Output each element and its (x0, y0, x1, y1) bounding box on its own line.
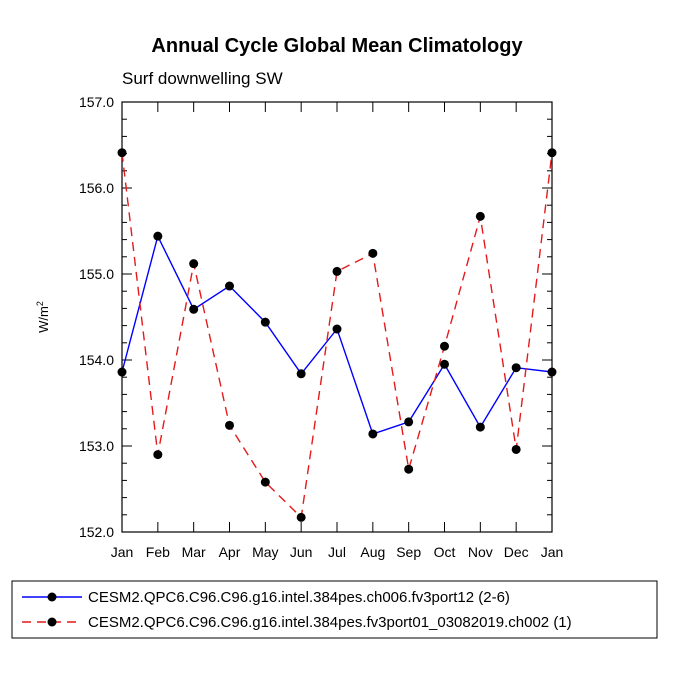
x-tick-label: Oct (434, 544, 456, 560)
x-tick-label: Jul (328, 544, 346, 560)
data-point (547, 367, 557, 377)
legend-label-2: CESM2.QPC6.C96.C96.g16.intel.384pes.fv3p… (88, 614, 572, 631)
x-tick-label: Feb (146, 544, 170, 560)
x-tick-label: Mar (182, 544, 206, 560)
data-point (260, 477, 270, 487)
x-tick-label: May (252, 544, 278, 560)
chart-subtitle: Surf downwelling SW (122, 69, 283, 88)
y-axis-label-base: W/m (36, 306, 51, 333)
data-point (225, 281, 234, 291)
legend-label-1: CESM2.QPC6.C96.C96.g16.intel.384pes.ch00… (88, 589, 510, 606)
data-point (368, 248, 378, 258)
data-point (475, 422, 485, 432)
data-point (117, 367, 127, 377)
data-point (225, 420, 234, 430)
x-tick-label: Apr (219, 544, 241, 560)
plot-area (121, 101, 553, 533)
y-axis: 152.0 153.0 154.0 155.0 156.0 157.0 (79, 94, 552, 540)
y-tick-label: 152.0 (79, 524, 114, 540)
y-axis-label-sup: 2 (35, 301, 45, 306)
legend-marker (47, 617, 57, 627)
data-point (260, 317, 270, 327)
data-point (547, 148, 557, 158)
x-tick-label: Jun (290, 544, 313, 560)
data-point (189, 304, 199, 314)
y-tick-label: 154.0 (79, 352, 114, 368)
series-line-1 (121, 234, 553, 435)
plot-frame (121, 101, 553, 533)
x-tick-label: Nov (468, 544, 493, 560)
data-point (332, 324, 342, 334)
legend-box (11, 580, 658, 639)
series-layer (117, 148, 557, 522)
data-point (404, 417, 414, 427)
y-tick-label: 153.0 (79, 438, 114, 454)
data-point (153, 231, 163, 241)
legend: CESM2.QPC6.C96.C96.g16.intel.384pes.ch00… (11, 580, 658, 639)
y-tick-label: 157.0 (79, 94, 114, 110)
x-tick-label: Sep (396, 544, 421, 560)
y-tick-label: 156.0 (79, 180, 114, 196)
series-line-2 (121, 152, 553, 519)
data-point (368, 429, 378, 439)
data-point (511, 363, 521, 373)
data-point (189, 259, 199, 269)
data-point (440, 341, 449, 351)
data-point (153, 450, 163, 460)
data-point (117, 148, 127, 158)
x-tick-label: Dec (504, 544, 529, 560)
y-axis-label: W/m2 (35, 301, 51, 333)
data-point (404, 464, 414, 474)
x-tick-label: Aug (360, 544, 385, 560)
x-tick-label: Jan (541, 544, 564, 560)
y-tick-label: 155.0 (79, 266, 114, 282)
x-axis: Jan Feb Mar Apr May Jun Jul Aug Sep Oct Nov Dec Jan (111, 102, 564, 560)
chart-title: Annual Cycle Global Mean Climatology (151, 35, 523, 57)
legend-marker (47, 592, 57, 602)
data-point (511, 444, 521, 454)
data-point (332, 266, 342, 276)
data-point (475, 211, 485, 221)
data-point (296, 369, 306, 379)
x-tick-label: Jan (111, 544, 134, 560)
data-point (296, 512, 306, 522)
data-point (440, 359, 449, 369)
